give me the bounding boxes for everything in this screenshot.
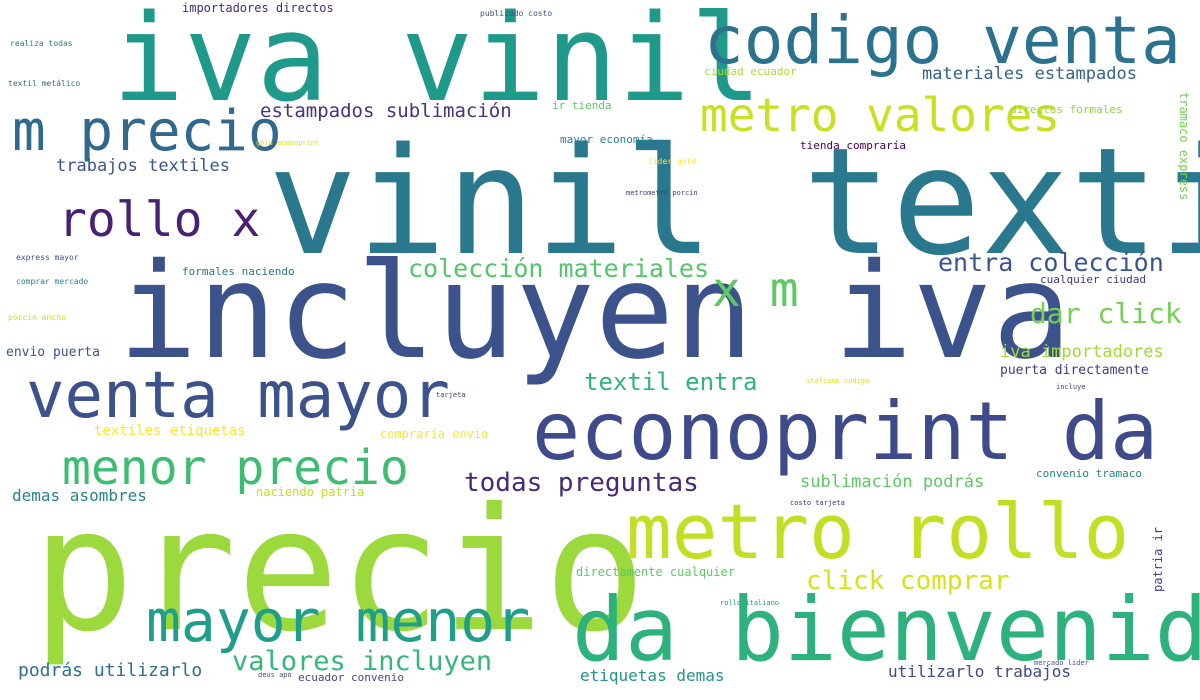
word: textil entra xyxy=(584,368,758,396)
word: cualquier ciudad xyxy=(1040,273,1146,286)
word: tramaco express xyxy=(1177,92,1191,201)
word: express mayor xyxy=(16,253,79,262)
word: trabajos textiles xyxy=(56,156,230,176)
word: valores incluyen xyxy=(232,646,493,677)
word: directamente cualquier xyxy=(576,565,735,579)
word: venta mayor xyxy=(26,359,450,433)
word: formales naciendo xyxy=(182,265,295,278)
word: envio puerta xyxy=(6,345,100,360)
word: textiles etiquetas xyxy=(94,423,246,439)
word: publicado costo xyxy=(480,9,553,18)
word: da bienvenida xyxy=(572,578,1200,681)
word: materiales estampados xyxy=(922,64,1137,84)
word: colección materiales xyxy=(408,254,710,283)
word: metro valores xyxy=(700,88,1061,142)
word: econoprint da xyxy=(532,385,1159,478)
word: iva importadores xyxy=(1000,342,1164,362)
word: incluyen iva xyxy=(118,235,1072,389)
word: deus apo xyxy=(258,671,292,679)
word: tarjeta xyxy=(436,391,466,399)
word: porcin ancho xyxy=(8,313,66,322)
word: precio xyxy=(32,472,647,670)
word: sublimación podrás xyxy=(800,472,985,492)
word: textil metálico xyxy=(8,79,81,88)
word: naciendo patria xyxy=(256,485,365,499)
word: podrás utilizarlo xyxy=(18,660,203,681)
word: metro rollo xyxy=(626,487,1130,576)
word: mayor menor xyxy=(146,587,531,655)
word: vinil textil xyxy=(268,116,1200,288)
word: gold econoprint xyxy=(256,139,320,147)
word: dar click xyxy=(1030,297,1182,330)
word: x m xyxy=(712,262,799,318)
word: ecuador convenio xyxy=(298,671,404,684)
word: etiquetas demas xyxy=(580,666,725,685)
word: compraría envio xyxy=(380,427,489,441)
word: utilizarlo trabajos xyxy=(888,662,1072,681)
word: costo tarjeta xyxy=(790,499,845,507)
word: ciudad ecuador xyxy=(704,65,797,78)
word: rollo italiano xyxy=(720,599,780,607)
word: codigo venta xyxy=(704,2,1181,79)
word: tienda compraría xyxy=(800,139,906,152)
word: todas preguntas xyxy=(464,468,699,498)
word: rollo x xyxy=(58,192,261,248)
word: importadores directos xyxy=(182,1,334,15)
word: lider gold xyxy=(648,157,697,166)
word: demas asombres xyxy=(12,486,147,505)
word: iva vinil xyxy=(112,0,763,129)
word: patria ir xyxy=(1151,526,1165,592)
word: menor precio xyxy=(62,440,409,496)
word: estampados sublimación xyxy=(260,100,512,122)
word: convenio tramaco xyxy=(1036,467,1142,480)
word: puerta directamente xyxy=(1000,363,1149,378)
word: comprar mercado xyxy=(16,277,89,286)
word: directos formales xyxy=(1010,103,1123,116)
word: mercado lider xyxy=(1034,659,1089,667)
word: mayor economía xyxy=(560,133,653,146)
word: m precio xyxy=(12,99,282,164)
word: metrometro porcin xyxy=(626,189,698,197)
word: entra colección xyxy=(938,248,1164,277)
word: italiano codigo xyxy=(806,377,870,385)
word: click comprar xyxy=(806,566,1010,596)
word: incluye xyxy=(1056,383,1086,391)
word: ir tienda xyxy=(552,99,612,112)
word: realiza todas xyxy=(10,39,73,48)
